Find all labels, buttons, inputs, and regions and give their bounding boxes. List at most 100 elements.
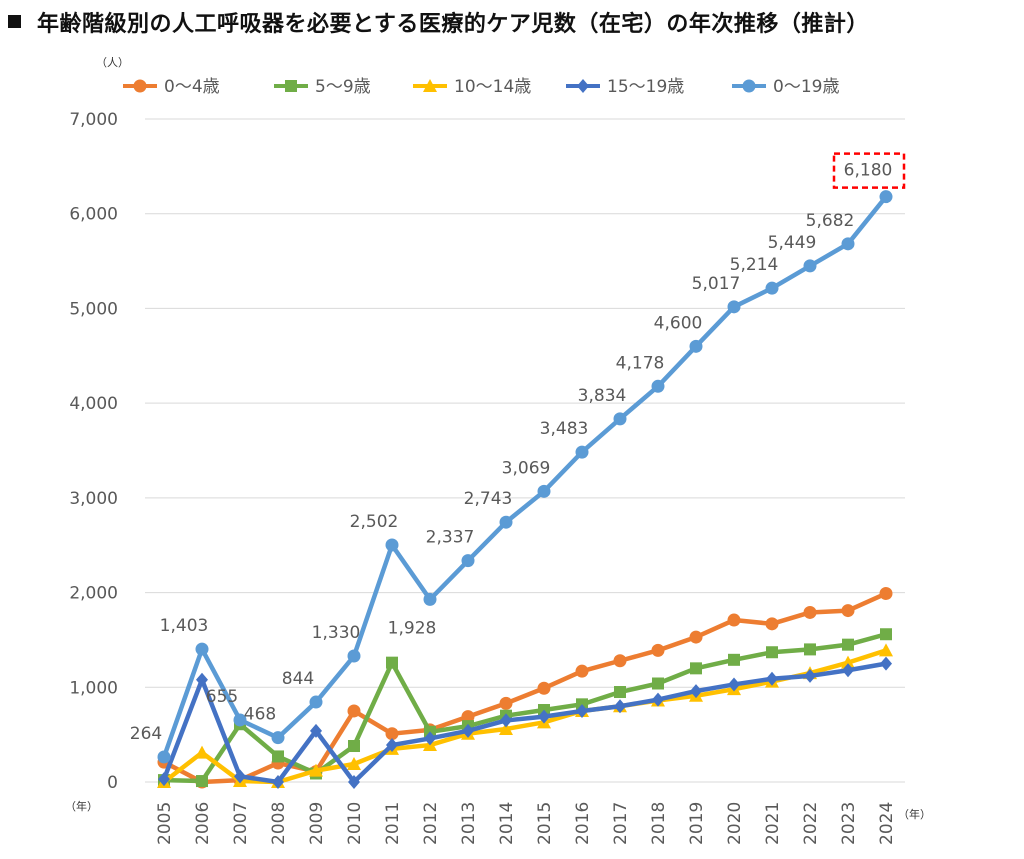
series-line-4 [161, 195, 888, 758]
data-point-series-2 [347, 757, 361, 771]
x-tick-label: 2007 [231, 802, 251, 845]
data-point-series-4 [651, 379, 665, 393]
y-tick-label: 6,000 [69, 205, 118, 225]
series-line-2 [162, 648, 887, 785]
data-point-series-4 [385, 538, 399, 552]
data-point-series-0 [879, 587, 893, 601]
data-point-series-4 [765, 281, 779, 295]
legend-label: 15～19歳 [607, 77, 684, 97]
data-point-series-4 [461, 554, 475, 568]
data-point-series-4 [233, 713, 247, 727]
x-tick-label: 2021 [763, 802, 783, 845]
data-label: 264 [130, 724, 162, 744]
data-label: 6,180 [844, 161, 893, 181]
data-point-series-0 [385, 727, 399, 741]
highlight-box [832, 152, 906, 189]
data-point-series-4 [613, 412, 627, 426]
data-point-series-0 [765, 617, 779, 631]
legend-marker [133, 79, 147, 93]
data-point-series-1 [614, 686, 626, 699]
data-point-series-0 [347, 704, 361, 718]
title-square-marker [8, 15, 21, 28]
x-tick-label: 2022 [801, 802, 821, 845]
data-point-series-1 [880, 628, 892, 641]
data-point-series-4 [879, 190, 893, 204]
data-point-series-3 [576, 703, 588, 718]
y-tick-label: 0 [107, 773, 118, 793]
data-point-series-4 [803, 259, 817, 273]
data-point-series-4 [423, 592, 437, 606]
data-point-series-1 [728, 653, 740, 666]
data-label: 5,017 [692, 274, 741, 294]
x-tick-label: 2009 [307, 802, 327, 845]
legend-marker [742, 79, 756, 93]
data-point-series-3 [158, 772, 170, 787]
x-tick-label: 2013 [459, 802, 479, 845]
x-tick-label: 2005 [155, 802, 175, 845]
data-point-series-0 [575, 664, 589, 678]
x-tick-label: 2023 [839, 802, 859, 845]
y-tick-label: 7,000 [69, 110, 118, 130]
data-label: 655 [206, 687, 238, 707]
data-point-series-4 [841, 237, 855, 251]
data-point-series-3 [196, 672, 208, 687]
chart-title-text: 年齢階級別の人工呼吸器を必要とする医療的ケア児数（在宅）の年次推移（推計） [37, 12, 869, 37]
legend-label: 0～19歳 [773, 77, 839, 97]
data-point-series-1 [196, 775, 208, 788]
data-point-series-3 [386, 738, 398, 753]
data-label: 5,682 [806, 211, 855, 231]
data-point-series-4 [689, 339, 703, 353]
x-tick-label: 2024 [877, 802, 897, 845]
data-label: 5,449 [768, 233, 817, 253]
data-point-series-3 [652, 692, 664, 707]
data-point-series-3 [842, 663, 854, 678]
y-tick-label: 3,000 [69, 489, 118, 509]
x-tick-label: 2020 [725, 802, 745, 845]
data-point-series-0 [727, 613, 741, 627]
x-tick-label: 2006 [193, 802, 213, 845]
x-tick-label: 2019 [687, 802, 707, 845]
data-point-series-2 [195, 745, 209, 759]
data-label: 5,214 [730, 255, 779, 275]
data-point-series-4 [727, 300, 741, 314]
x-axis-unit-left: （年） [65, 799, 98, 813]
data-point-series-2 [841, 655, 855, 669]
data-point-series-3 [728, 677, 740, 692]
legend-marker [577, 79, 589, 93]
legend-label: 0～4歳 [164, 77, 220, 97]
data-label: 1,403 [160, 616, 209, 636]
data-point-series-4 [347, 649, 361, 663]
data-point-series-3 [690, 684, 702, 699]
x-tick-label: 2015 [535, 802, 555, 845]
data-point-series-1 [272, 750, 284, 763]
data-point-series-0 [499, 696, 513, 710]
data-point-series-3 [310, 723, 322, 738]
data-label: 2,743 [464, 489, 513, 509]
data-point-series-0 [841, 604, 855, 618]
data-point-series-4 [499, 515, 513, 529]
data-point-series-3 [272, 775, 284, 789]
data-point-series-0 [651, 643, 665, 657]
data-point-series-4 [195, 642, 209, 656]
data-point-series-0 [461, 710, 475, 724]
data-point-series-3 [424, 731, 436, 746]
legend-label: 5～9歳 [315, 77, 371, 97]
data-point-series-3 [614, 699, 626, 714]
data-point-series-1 [804, 643, 816, 656]
x-tick-label: 2011 [383, 802, 403, 845]
data-point-series-3 [500, 713, 512, 728]
y-tick-label: 5,000 [69, 299, 118, 319]
data-point-series-3 [538, 709, 550, 724]
data-point-series-4 [271, 731, 285, 745]
data-point-series-4 [575, 445, 589, 459]
series-line-3 [161, 661, 887, 785]
data-point-series-4 [157, 750, 171, 764]
data-point-series-1 [348, 740, 360, 753]
y-axis-unit: （人） [96, 56, 129, 69]
data-label: 844 [282, 669, 314, 689]
data-point-series-0 [689, 630, 703, 644]
x-tick-label: 2017 [611, 802, 631, 845]
data-label: 3,483 [540, 419, 589, 439]
data-point-series-3 [234, 769, 246, 784]
